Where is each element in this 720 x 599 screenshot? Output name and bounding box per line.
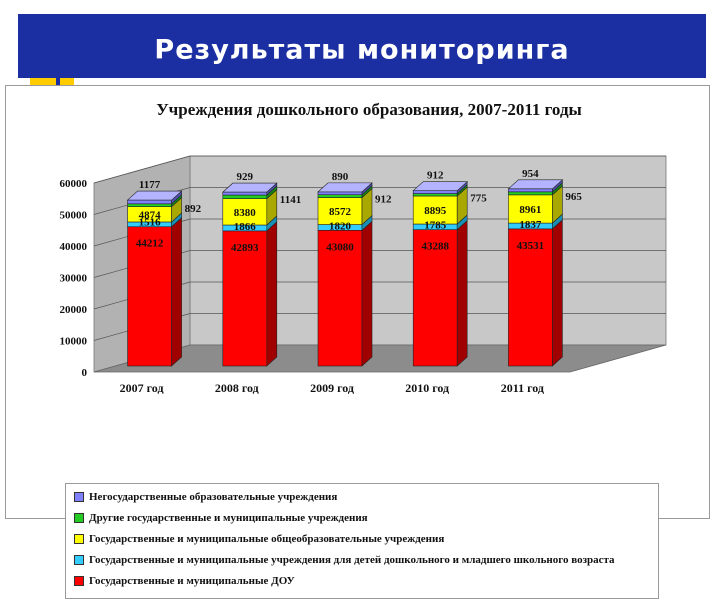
data-label: 44212	[136, 238, 164, 250]
bar-segment	[508, 188, 553, 193]
legend-label: Государственные и муниципальные ДОУ	[89, 575, 295, 587]
legend-item: Государственные и муниципальные общеобра…	[74, 530, 444, 548]
data-label: 775	[470, 193, 487, 205]
y-axis-ticks: 0 10000 20000 30000 40000 50000 60000	[60, 178, 88, 379]
legend-swatch	[74, 555, 84, 565]
legend-label: Государственные и муниципальные общеобра…	[89, 533, 445, 545]
y-tick-label: 20000	[60, 304, 88, 316]
bar-segment	[508, 194, 553, 224]
data-label: 1177	[139, 179, 161, 191]
legend-label: Другие государственные и муниципальные у…	[89, 512, 368, 524]
gridline	[93, 281, 666, 310]
legend-swatch	[74, 576, 84, 586]
legend-item: Другие государственные и муниципальные у…	[74, 509, 368, 527]
bar-segment	[412, 190, 458, 194]
data-label: 1866	[234, 221, 257, 233]
data-label: 8380	[234, 207, 257, 219]
data-label: 892	[185, 203, 202, 215]
bar-segment	[508, 228, 553, 367]
bar-segment	[412, 195, 458, 225]
data-label: 929	[237, 171, 254, 183]
bar-segment	[412, 193, 458, 197]
legend-item: Негосударственные образовательные учрежд…	[74, 488, 337, 506]
bar-segment	[127, 226, 172, 367]
legend: Негосударственные образовательные учрежд…	[65, 483, 659, 599]
chart-frame: Учреждения дошкольного образования, 2007…	[5, 85, 710, 599]
legend-swatch	[74, 513, 84, 523]
gridline	[93, 187, 666, 215]
data-label: 1837	[519, 219, 542, 231]
bar-top-face	[222, 182, 278, 193]
chart-title: Учреждения дошкольного образования, 2007…	[156, 100, 582, 119]
x-axis-ticks: 2007 год 2008 год 2009 год 2010 год 2011 год	[120, 381, 544, 395]
bar-top-face	[317, 182, 373, 193]
bar-segment	[317, 191, 363, 195]
data-label: 1820	[329, 220, 352, 232]
legend-item: Государственные и муниципальные учрежден…	[74, 551, 615, 569]
gridline	[93, 155, 666, 184]
x-tick-label: 2007 год	[120, 381, 164, 395]
bar-segment-side	[456, 219, 468, 367]
x-tick-label: 2008 год	[215, 381, 259, 395]
data-label: 43531	[517, 240, 545, 252]
page-title: Результаты мониторинга	[154, 34, 570, 66]
bar-stack-layer	[126, 179, 564, 367]
bar-segment-side	[266, 221, 278, 367]
data-label: 43080	[326, 241, 354, 253]
data-label: 912	[375, 194, 392, 206]
data-label: 43288	[421, 241, 449, 253]
bar-segment-side	[552, 219, 563, 367]
data-label: 8895	[424, 205, 447, 217]
chart-plot: Учреждения дошкольного образования, 2007…	[60, 100, 667, 395]
gridline	[93, 313, 666, 341]
legend-item: Государственные и муниципальные ДОУ	[74, 572, 295, 590]
y-tick-label: 60000	[60, 178, 88, 190]
legend-label: Государственные и муниципальные учрежден…	[89, 554, 615, 566]
data-label: 1785	[424, 220, 447, 232]
x-tick-label: 2010 год	[405, 381, 449, 395]
gridline	[93, 250, 666, 278]
title-banner: Результаты мониторинга	[18, 14, 706, 78]
data-label: 954	[522, 168, 539, 180]
data-label: 890	[332, 171, 349, 183]
bar-top-face	[126, 190, 183, 201]
legend-swatch	[74, 492, 84, 502]
bar-segment	[222, 194, 268, 199]
data-label: 42893	[231, 242, 259, 254]
bar-segment-side	[171, 217, 182, 367]
bar-segment	[127, 199, 172, 205]
x-tick-label: 2009 год	[310, 381, 354, 395]
y-tick-label: 50000	[60, 210, 88, 222]
bar-segment	[222, 191, 268, 196]
bar-segment	[222, 230, 268, 367]
data-label: 4874	[139, 209, 162, 221]
data-label: 8961	[519, 204, 541, 216]
y-tick-label: 30000	[60, 273, 88, 285]
bar-segment	[317, 229, 363, 367]
y-tick-label: 40000	[60, 241, 88, 253]
bar-segment	[127, 203, 172, 207]
data-label: 965	[565, 191, 582, 203]
bar-segment-side	[361, 220, 373, 367]
gridline	[93, 218, 666, 247]
data-label: 1141	[280, 194, 301, 206]
y-tick-label: 0	[82, 367, 88, 379]
bar-segment	[317, 194, 363, 198]
legend-swatch	[74, 534, 84, 544]
bar-top-face	[507, 179, 564, 190]
y-tick-label: 10000	[60, 336, 88, 348]
bar-segment	[508, 191, 553, 196]
bar-top-face	[412, 181, 468, 191]
legend-label: Негосударственные образовательные учрежд…	[89, 491, 338, 503]
data-label: 8572	[329, 206, 352, 218]
data-label: 1516	[139, 217, 162, 229]
data-label: 912	[427, 170, 444, 182]
x-tick-label: 2011 год	[501, 381, 544, 395]
